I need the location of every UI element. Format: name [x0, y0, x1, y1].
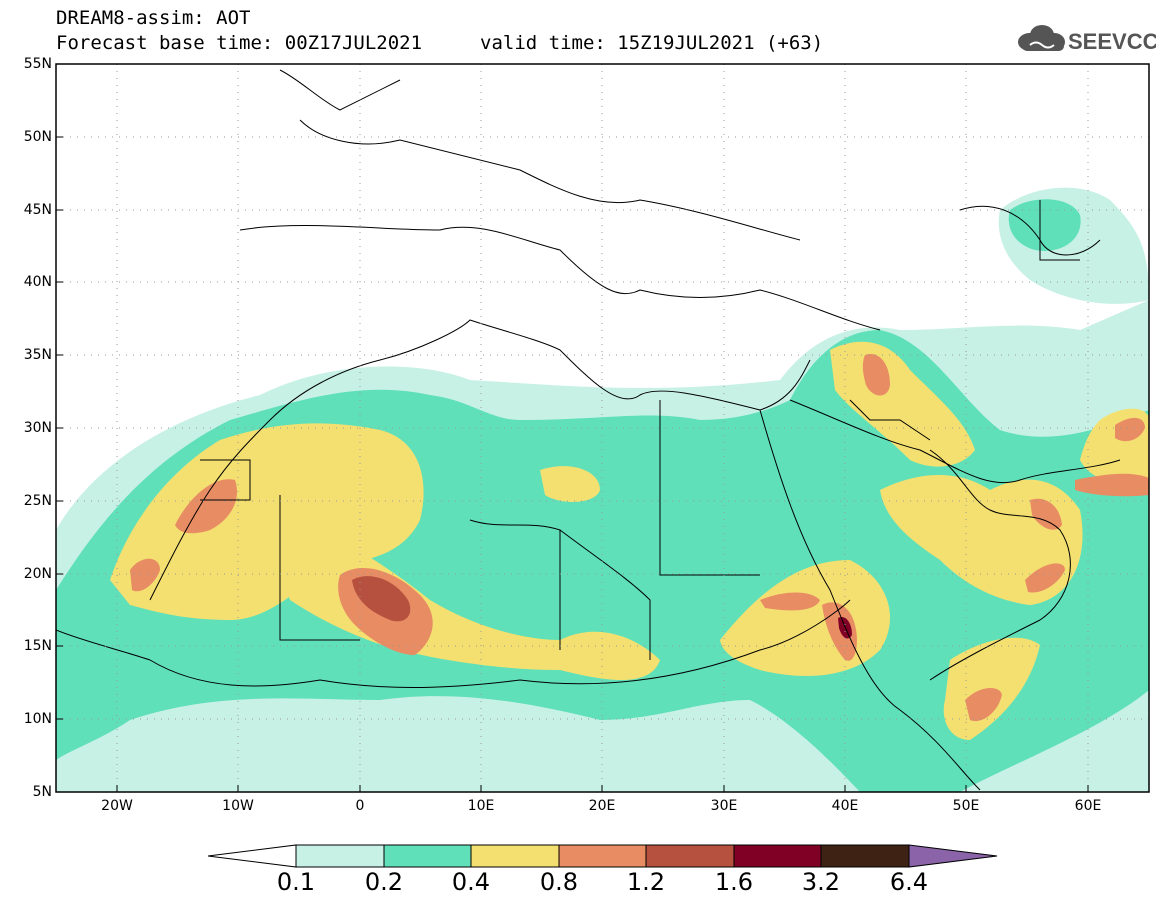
lat-label-55n: 55N	[23, 56, 52, 72]
aot-band-0.8e	[822, 602, 857, 661]
colorbar-label-0.2: 0.2	[364, 868, 404, 896]
lat-label-35n: 35N	[23, 347, 52, 363]
lat-label-20n: 20N	[23, 566, 52, 582]
coastlines	[56, 69, 1121, 791]
colorbar-swatch-3	[470, 844, 560, 868]
lon-label-20e: 20E	[588, 798, 616, 814]
lon-label-30e: 30E	[710, 798, 738, 814]
lat-label-15n: 15N	[23, 638, 52, 654]
logo-text: SEEVCCC	[1068, 29, 1156, 54]
aot-band-0.4c	[540, 466, 600, 502]
aot-band-0.8h	[1025, 563, 1065, 593]
aot-band-0.8f	[862, 354, 890, 396]
aot-band-0.8k	[1115, 417, 1145, 442]
base-time-label: Forecast base time: 00Z17JUL2021	[56, 32, 423, 54]
colorbar-swatch-2	[383, 844, 472, 868]
aot-band-0.8j	[1075, 473, 1149, 497]
aot-band-0.2b	[1008, 199, 1081, 251]
map-title: DREAM8-assim: AOT	[56, 7, 251, 29]
colorbar-swatch-1	[295, 844, 385, 868]
aot-band-0.8d	[760, 592, 820, 611]
lon-label-20w: 20W	[101, 798, 133, 814]
aot-band-0.8a	[175, 479, 238, 534]
axis-ticks	[56, 136, 1089, 792]
colorbar-label-1.2: 1.2	[626, 868, 666, 896]
colorbar-swatch-4	[558, 844, 647, 868]
lat-label-50n: 50N	[23, 129, 52, 145]
aot-band-0.4a	[110, 423, 424, 620]
colorbar	[207, 844, 998, 868]
lat-label-5n: 5N	[32, 784, 52, 800]
aot-band-0.4b	[278, 520, 660, 680]
colorbar-swatch-6	[733, 844, 822, 868]
lat-label-25n: 25N	[23, 493, 52, 509]
lat-label-40n: 40N	[23, 274, 52, 290]
lon-label-50e: 50E	[952, 798, 980, 814]
aot-band-0.8b	[130, 558, 160, 592]
colorbar-swatch-7	[820, 844, 910, 868]
colorbar-label-0.1: 0.1	[276, 868, 316, 896]
colorbar-under-arrow	[207, 844, 297, 868]
lat-label-10n: 10N	[23, 711, 52, 727]
lon-label-40e: 40E	[831, 798, 859, 814]
lon-label-10w: 10W	[222, 798, 254, 814]
aot-band-0.8g	[1030, 498, 1062, 530]
aot-band-0.8i	[965, 688, 1002, 722]
seevccc-logo: SEEVCCC	[1016, 22, 1165, 56]
colorbar-label-1.6: 1.6	[714, 868, 754, 896]
colorbar-label-6.4: 6.4	[889, 868, 929, 896]
valid-time-label: valid time: 15Z19JUL2021 (+63)	[480, 32, 824, 54]
colorbar-label-0.8: 0.8	[539, 868, 579, 896]
colorbar-label-3.2: 3.2	[801, 868, 841, 896]
colorbar-label-0.4: 0.4	[451, 868, 491, 896]
lat-label-30n: 30N	[23, 420, 52, 436]
aot-band-1.2a	[352, 576, 411, 622]
lon-label-10e: 10E	[467, 798, 495, 814]
graticule	[56, 64, 1149, 792]
lon-label-0: 0	[355, 798, 365, 814]
colorbar-swatch-5	[645, 844, 735, 868]
aot-band-1.6a	[838, 616, 852, 639]
lat-label-45n: 45N	[23, 202, 52, 218]
colorbar-over-arrow	[908, 844, 998, 868]
lon-label-60e: 60E	[1074, 798, 1102, 814]
